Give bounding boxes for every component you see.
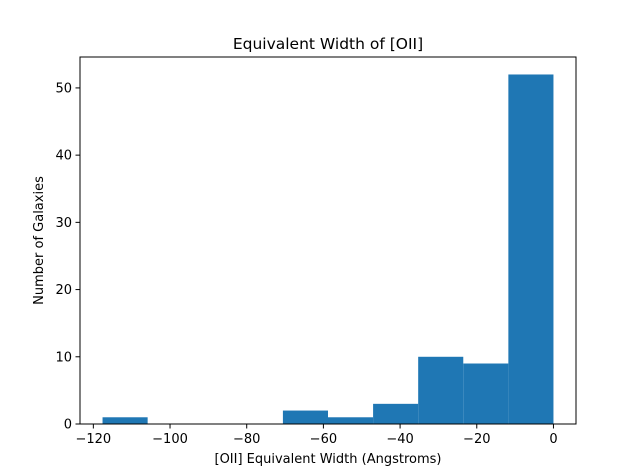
x-tick-label: −100 xyxy=(152,432,188,447)
y-tick-label: 0 xyxy=(64,418,72,433)
histogram-bar-7 xyxy=(418,356,464,424)
x-tick-label: −60 xyxy=(310,432,337,447)
histogram-bar-9 xyxy=(508,74,554,424)
x-tick-label: −40 xyxy=(386,432,413,447)
x-tick-label: −80 xyxy=(233,432,260,447)
y-axis-ticks: 0 10 20 30 40 50 xyxy=(55,81,80,433)
x-axis-title: [OII] Equivalent Width (Angstroms) xyxy=(215,452,442,467)
x-axis-ticks: −120 −100 −80 −60 −40 −20 0 xyxy=(75,424,558,447)
bars-group xyxy=(102,74,554,424)
y-tick-label: 30 xyxy=(55,216,72,231)
y-tick-label: 40 xyxy=(55,149,72,164)
chart-title: Equivalent Width of [OII] xyxy=(233,35,423,53)
y-axis-title: Number of Galaxies xyxy=(32,176,47,305)
histogram-bar-6 xyxy=(373,403,419,424)
y-tick-label: 10 xyxy=(55,350,72,365)
x-tick-label: 0 xyxy=(549,432,557,447)
x-tick-label: −120 xyxy=(75,432,111,447)
histogram-bar-0 xyxy=(102,417,148,424)
histogram-bar-4 xyxy=(282,410,328,424)
histogram-bar-5 xyxy=(328,417,374,424)
x-tick-label: −20 xyxy=(463,432,490,447)
plot-frame xyxy=(79,56,577,425)
y-tick-label: 50 xyxy=(55,81,72,96)
histogram-bar-8 xyxy=(463,363,509,424)
y-tick-label: 20 xyxy=(55,283,72,298)
